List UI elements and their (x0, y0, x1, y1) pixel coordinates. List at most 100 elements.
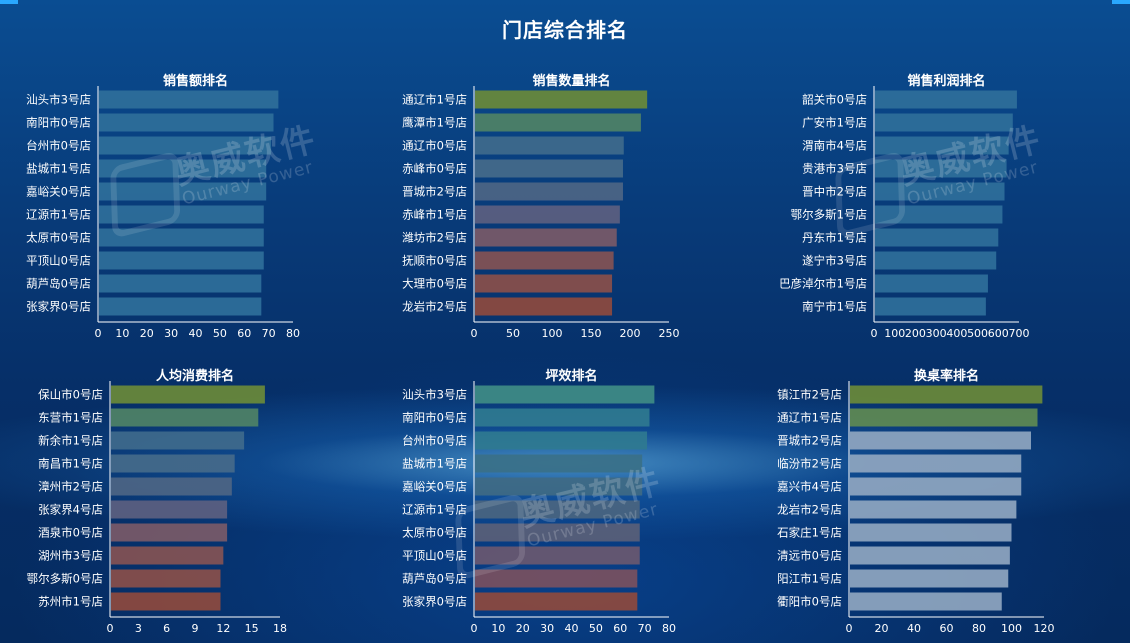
bar-10 (850, 592, 1002, 611)
category-label: 辽源市1号店 (402, 503, 467, 517)
x-tick-label: 60 (613, 622, 627, 635)
bar-5 (875, 182, 1005, 201)
bar-7 (850, 523, 1012, 542)
category-label: 渭南市4号店 (802, 139, 867, 153)
category-label: 葫芦岛0号店 (26, 277, 91, 291)
category-label: 张家界4号店 (38, 503, 103, 517)
bar-chart-profit: 韶关市0号店广安市1号店渭南市4号店贵港市3号店晋中市2号店鄂尔多斯1号店丹东市… (779, 86, 1030, 340)
x-tick-label: 0 (871, 327, 878, 340)
bar-1 (850, 385, 1043, 404)
x-tick-label: 100 (542, 327, 563, 340)
x-tick-label: 400 (946, 327, 967, 340)
category-label: 太原市0号店 (26, 231, 91, 245)
bar-5 (99, 182, 267, 201)
bar-4 (475, 159, 623, 178)
category-label: 临汾市2号店 (777, 457, 842, 471)
page-title: 门店综合排名 (502, 18, 628, 42)
category-label: 石家庄1号店 (777, 526, 842, 540)
category-label: 通辽市1号店 (402, 93, 467, 107)
category-label: 鄂尔多斯1号店 (791, 208, 867, 222)
bar-9 (475, 569, 638, 588)
category-label: 晋中市2号店 (802, 185, 867, 199)
x-tick-label: 40 (565, 622, 579, 635)
x-tick-label: 700 (1009, 327, 1030, 340)
bar-3 (475, 431, 648, 450)
category-label: 衢阳市0号店 (777, 595, 842, 609)
category-label: 嘉峪关0号店 (26, 185, 91, 199)
category-label: 广安市1号店 (802, 116, 867, 130)
x-tick-label: 12 (216, 622, 230, 635)
bar-8 (850, 546, 1010, 565)
bar-9 (99, 274, 262, 293)
bar-10 (875, 297, 986, 316)
bar-6 (475, 500, 640, 519)
category-label: 晋城市2号店 (777, 434, 842, 448)
bar-4 (111, 454, 235, 473)
category-label: 赤峰市0号店 (402, 162, 467, 176)
chart-title: 销售额排名 (162, 74, 228, 89)
category-label: 鄂尔多斯0号店 (27, 572, 103, 586)
bar-2 (475, 113, 641, 132)
bar-7 (875, 228, 999, 247)
bar-chart-sales: 汕头市3号店南阳市0号店台州市0号店盐城市1号店嘉峪关0号店辽源市1号店太原市0… (26, 86, 300, 340)
x-tick-label: 40 (189, 327, 203, 340)
bar-chart-per-capita: 保山市0号店东营市1号店新余市1号店南昌市1号店漳州市2号店张家界4号店酒泉市0… (27, 381, 287, 635)
x-tick-label: 50 (589, 622, 603, 635)
category-label: 苏州市1号店 (38, 595, 103, 609)
x-tick-label: 200 (620, 327, 641, 340)
bar-1 (475, 385, 655, 404)
bar-6 (850, 500, 1017, 519)
chart-title: 坪效排名 (545, 369, 598, 384)
bar-9 (475, 274, 613, 293)
x-tick-label: 120 (1034, 622, 1055, 635)
bar-1 (111, 385, 265, 404)
x-tick-label: 600 (988, 327, 1009, 340)
x-tick-label: 100 (1001, 622, 1022, 635)
bar-7 (111, 523, 228, 542)
category-label: 新余市1号店 (38, 434, 103, 448)
bar-3 (99, 136, 272, 155)
chart-panel-sales: 销售额排名 汕头市3号店 南阳市0号店 台州市0号店 盐城市1号店 嘉峪关0号店 辽源市1… (0, 70, 340, 340)
bar-8 (475, 251, 614, 270)
x-tick-label: 0 (846, 622, 853, 635)
x-tick-label: 20 (875, 622, 889, 635)
bar-3 (475, 136, 624, 155)
chart-title: 销售数量排名 (532, 74, 611, 89)
category-label: 晋城市2号店 (402, 185, 467, 199)
bar-5 (475, 182, 623, 201)
category-label: 遂宁市3号店 (802, 254, 867, 268)
category-label: 南阳市0号店 (402, 411, 467, 425)
bar-8 (99, 251, 264, 270)
x-tick-label: 40 (907, 622, 921, 635)
bar-9 (875, 274, 988, 293)
bar-7 (475, 228, 617, 247)
category-label: 盐城市1号店 (402, 457, 467, 471)
chart-panel-profit: 销售利润排名 韶关市0号店 广安市1号店 渭南市4号店 贵港市3号店 晋中市2号店 鄂尔多… (750, 70, 1090, 340)
category-label: 葫芦岛0号店 (402, 572, 467, 586)
chart-panel-quantity: 销售数量排名 通辽市1号店 鹰潭市1号店 通辽市0号店 赤峰市0号店 晋城市2号店 赤峰市… (375, 70, 715, 340)
x-tick-label: 70 (638, 622, 652, 635)
x-tick-label: 60 (940, 622, 954, 635)
x-tick-label: 70 (262, 327, 276, 340)
bar-10 (99, 297, 262, 316)
bar-1 (475, 90, 648, 109)
category-label: 潍坊市2号店 (402, 231, 467, 245)
chart-panel-efficiency: 坪效排名 汕头市3号店 南阳市0号店 台州市0号店 盐城市1号店 嘉峪关0号店 辽源市1号… (375, 365, 715, 635)
category-label: 镇江市2号店 (777, 388, 842, 402)
category-label: 平顶山0号店 (26, 254, 91, 268)
bar-4 (850, 454, 1022, 473)
bar-3 (875, 136, 1009, 155)
bar-6 (875, 205, 1003, 224)
category-label: 台州市0号店 (402, 434, 467, 448)
category-label: 阳江市1号店 (777, 572, 842, 586)
x-tick-label: 30 (164, 327, 178, 340)
bar-10 (475, 592, 638, 611)
category-label: 龙岩市2号店 (777, 503, 842, 517)
category-label: 太原市0号店 (402, 526, 467, 540)
category-label: 南昌市1号店 (38, 457, 103, 471)
bar-4 (875, 159, 1007, 178)
x-tick-label: 500 (967, 327, 988, 340)
x-tick-label: 80 (662, 622, 676, 635)
category-label: 南宁市1号店 (802, 300, 867, 314)
bar-3 (850, 431, 1031, 450)
